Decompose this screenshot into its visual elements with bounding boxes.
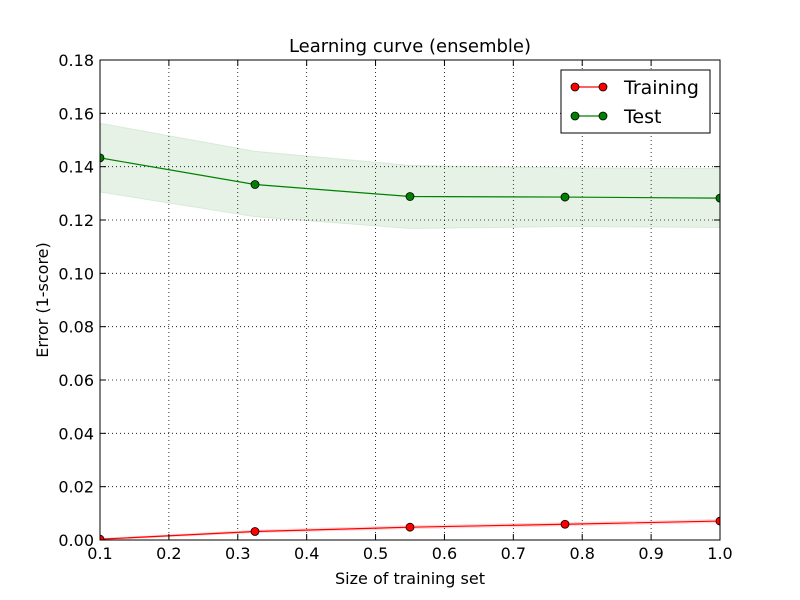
y-tick-label: 0.00	[58, 531, 94, 550]
legend: Training Test	[560, 69, 711, 134]
x-tick-label: 1.0	[707, 544, 732, 563]
y-tick-label: 0.02	[58, 478, 94, 497]
chart-title: Learning curve (ensemble)	[289, 36, 531, 57]
x-tick-label: 0.2	[156, 544, 181, 563]
x-tick-label: 0.6	[432, 544, 457, 563]
test-data-point	[405, 192, 415, 201]
y-tick-label: 0.04	[58, 424, 94, 443]
x-tick-label: 0.1	[87, 544, 112, 563]
training-data-point	[405, 522, 415, 532]
training-legend-marker	[570, 82, 580, 92]
x-tick-label: 0.4	[294, 544, 319, 563]
y-tick-label: 0.06	[58, 371, 94, 390]
training-data-point	[100, 534, 105, 540]
y-axis-label: Error (1-score)	[33, 242, 52, 358]
x-tick-label: 0.8	[569, 544, 594, 563]
series-group	[100, 122, 720, 540]
test-data-point	[560, 192, 570, 202]
test-data-point	[250, 180, 260, 189]
training-data-point	[715, 516, 720, 526]
legend-box	[560, 69, 711, 134]
x-tick-label: 0.9	[638, 544, 663, 563]
test-legend-marker	[570, 111, 580, 121]
y-tick-label: 0.08	[58, 318, 94, 337]
training-legend-marker	[598, 82, 608, 92]
y-tick-label: 0.12	[58, 211, 94, 230]
test-confidence-band	[100, 122, 720, 230]
y-tick-label: 0.16	[58, 104, 94, 123]
axes-frame	[99, 59, 721, 541]
test-legend-marker	[598, 111, 608, 121]
training-data-point	[560, 519, 570, 529]
y-tick-label: 0.18	[58, 51, 94, 70]
test-data-point	[715, 193, 720, 203]
x-axis-label: Size of training set	[335, 569, 485, 588]
test-legend-label: Test	[623, 106, 661, 128]
y-tick-label: 0.14	[58, 158, 94, 177]
y-tick-label: 0.10	[58, 264, 94, 283]
test-data-point	[100, 153, 105, 163]
x-tick-label: 0.3	[225, 544, 250, 563]
x-tick-label: 0.7	[501, 544, 526, 563]
training-data-point	[250, 527, 260, 536]
training-legend-label: Training	[623, 77, 699, 99]
x-tick-label: 0.5	[363, 544, 388, 563]
